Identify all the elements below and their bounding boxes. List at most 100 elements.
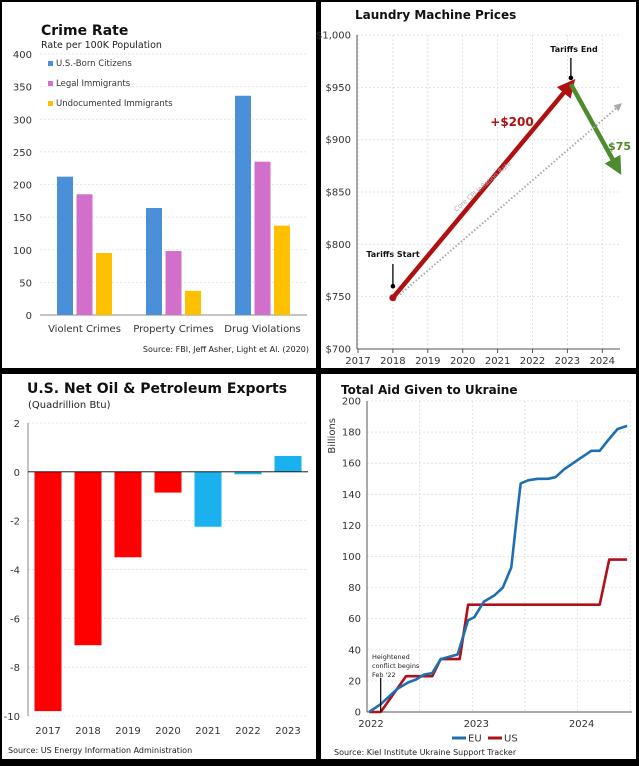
annotation-label: Feb '22 (372, 671, 396, 679)
change-label: -$75 (603, 140, 631, 153)
chart-source: Source: US Energy Information Administra… (8, 746, 192, 755)
y-tick-label: $1,000 (316, 31, 351, 42)
bar (57, 176, 73, 315)
chart-subtitle: (Quadrillion Btu) (28, 400, 111, 411)
bar (194, 471, 222, 527)
y-tick-label: 250 (13, 148, 32, 159)
y-tick-label: 120 (342, 521, 361, 532)
x-tick-label: Property Crimes (133, 324, 213, 335)
change-label: +$200 (490, 115, 533, 129)
start-point (389, 294, 397, 302)
legend-swatch (48, 61, 53, 66)
y-tick-label: $900 (326, 135, 351, 146)
x-tick-label: 2019 (115, 726, 140, 737)
y-tick-label: 300 (13, 115, 32, 126)
y-tick-label: $750 (326, 292, 351, 303)
x-tick-label: 2023 (555, 356, 580, 367)
chart-subtitle: Rate per 100K Population (41, 40, 162, 51)
bar (146, 207, 162, 315)
y-tick-label: 180 (342, 428, 361, 439)
bar (274, 455, 302, 472)
y-tick-label: 200 (342, 397, 361, 408)
y-tick-label: 40 (348, 645, 361, 656)
y-tick-label: -2 (10, 517, 20, 528)
x-tick-label: 2021 (485, 356, 510, 367)
y-tick-label: $800 (326, 240, 351, 251)
bar (34, 471, 62, 712)
legend-label: Undocumented Immigrants (56, 99, 173, 109)
chart-source: Source: Kiel Institute Ukraine Support T… (334, 748, 517, 757)
chart-title: Laundry Machine Prices (355, 8, 516, 22)
y-tick-label: -10 (4, 712, 20, 723)
y-tick-label: 0 (355, 708, 361, 719)
price-arrow (391, 79, 576, 300)
chart-source: Source: FBI, Jeff Asher, Light et Al. (2… (143, 345, 309, 354)
bar (165, 251, 182, 315)
panel-ukraine-aid (321, 374, 636, 759)
x-tick-label: 2024 (590, 356, 615, 367)
y-tick-label: 20 (348, 676, 361, 687)
y-tick-label: 100 (13, 246, 32, 257)
x-tick-label: 2022 (358, 719, 383, 730)
bar (74, 471, 102, 646)
bar (96, 253, 112, 315)
x-tick-label: Violent Crimes (48, 324, 121, 335)
bar (234, 471, 262, 475)
legend-swatch (48, 81, 53, 86)
annotation-label: Tariffs Start (366, 250, 419, 259)
bar (254, 161, 271, 315)
y-tick-label: 0 (26, 311, 32, 322)
x-tick-label: Drug Violations (224, 324, 300, 335)
y-tick-label: 100 (342, 552, 361, 563)
bar (154, 471, 182, 493)
y-tick-label: 160 (342, 459, 361, 470)
y-tick-label: 350 (13, 83, 32, 94)
bar (114, 471, 142, 558)
y-tick-label: 400 (13, 50, 32, 61)
x-tick-label: 2020 (155, 726, 180, 737)
y-tick-label: 2 (14, 419, 20, 430)
x-tick-label: 2024 (569, 719, 594, 730)
series-line-eu (368, 424, 628, 714)
legend-swatch (48, 101, 53, 106)
panel-laundry-prices (321, 2, 636, 368)
annotation-dot (568, 75, 574, 81)
annotation-label: Tariffs End (550, 45, 598, 54)
bar (235, 95, 251, 315)
y-tick-label: 140 (342, 490, 361, 501)
y-tick-label: 200 (13, 181, 32, 192)
x-tick-label: 2017 (345, 356, 370, 367)
legend-label: EU (468, 734, 482, 745)
y-tick-label: 0 (14, 468, 20, 479)
y-tick-label: $950 (326, 83, 351, 94)
y-tick-label: 50 (19, 278, 32, 289)
x-tick-label: 2019 (415, 356, 440, 367)
x-tick-label: 2023 (464, 719, 489, 730)
price-arrow (568, 83, 622, 175)
x-tick-label: 2020 (450, 356, 475, 367)
bar (274, 225, 290, 315)
y-tick-label: -4 (10, 566, 20, 577)
chart-title: U.S. Net Oil & Petroleum Exports (27, 381, 287, 397)
y-tick-label: $700 (326, 345, 351, 356)
y-tick-label: -8 (10, 663, 20, 674)
annotation-dot (390, 283, 396, 289)
x-tick-label: 2017 (35, 726, 60, 737)
x-tick-label: 2022 (520, 356, 545, 367)
x-tick-label: 2021 (195, 726, 220, 737)
chart-title: Total Aid Given to Ukraine (341, 383, 517, 397)
y-tick-label: 80 (348, 583, 361, 594)
y-tick-label: 150 (13, 213, 32, 224)
legend-label: US (504, 734, 518, 745)
legend-label: U.S.-Born Citizens (56, 59, 132, 69)
legend-label: Legal Immigrants (56, 79, 131, 89)
y-tick-label: -6 (10, 614, 20, 625)
x-tick-label: 2023 (275, 726, 300, 737)
y-tick-label: $850 (326, 188, 351, 199)
x-tick-label: 2022 (235, 726, 260, 737)
chart-title: Crime Rate (41, 23, 128, 39)
x-tick-label: 2018 (380, 356, 405, 367)
y-tick-label: 60 (348, 614, 361, 625)
cpi-trend-line (399, 103, 623, 296)
